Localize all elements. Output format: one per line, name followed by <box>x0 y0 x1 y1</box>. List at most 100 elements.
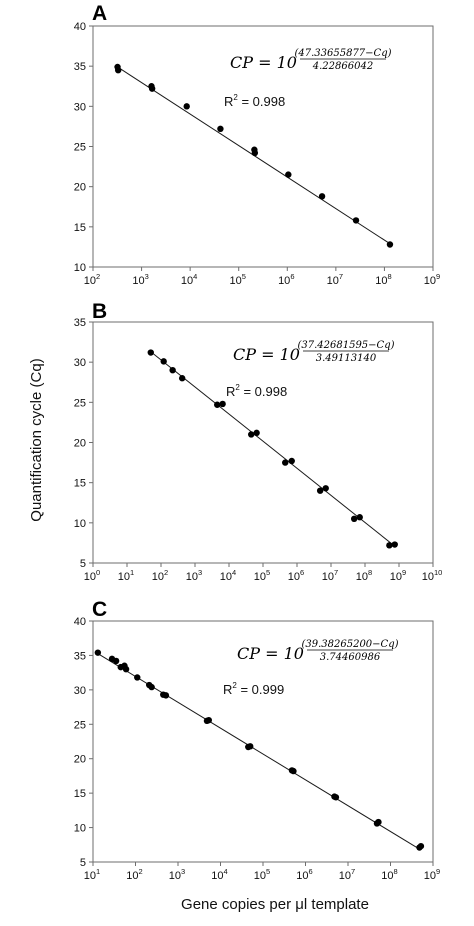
data-point <box>112 657 120 665</box>
data-point <box>290 767 297 775</box>
x-tick-label: 105 <box>254 867 270 882</box>
x-tick-label: 104 <box>220 568 236 583</box>
data-point <box>247 743 254 750</box>
data-point <box>183 103 190 110</box>
r-squared-label: R2 = 0.998 <box>226 383 287 399</box>
r-squared-label: R2 = 0.999 <box>223 681 284 697</box>
x-tick-label: 100 <box>84 568 100 583</box>
y-tick-label: 35 <box>74 650 86 662</box>
panel-letter-c: C <box>92 598 107 621</box>
equation-lhs: CP = 10 <box>230 53 297 72</box>
x-tick-label: 103 <box>186 568 202 583</box>
x-tick-label: 106 <box>288 568 304 583</box>
equation-numerator: (37.42681595−Cq) <box>297 340 394 351</box>
data-point <box>417 842 425 850</box>
data-point <box>160 358 167 365</box>
equation-denominator: 3.74460986 <box>320 652 381 663</box>
y-tick-label: 30 <box>74 101 86 113</box>
x-tick-label: 109 <box>390 568 406 583</box>
x-tick-label: 108 <box>356 568 372 583</box>
x-tick-label: 101 <box>84 867 100 882</box>
equation-numerator: (47.33655877−Cq) <box>294 48 391 59</box>
equation-denominator: 4.22866042 <box>312 61 373 72</box>
panel-c: C 5 10 15 20 25 30 35 40 101 102 103 104 105 106 107 108… <box>74 598 440 882</box>
data-point <box>134 674 141 681</box>
data-point <box>318 193 326 200</box>
data-point <box>219 400 226 408</box>
panel-a: A 10 15 20 25 30 35 40 102 103 104 105 106 107 108 109 C… <box>74 2 440 287</box>
data-point <box>214 401 221 408</box>
y-tick-label: 40 <box>74 21 86 33</box>
x-tick-label: 105 <box>230 272 246 287</box>
data-point <box>386 241 394 248</box>
y-tick-label: 15 <box>74 222 86 234</box>
x-tick-label: 108 <box>381 867 397 882</box>
data-point <box>253 429 260 437</box>
y-tick-label: 10 <box>74 823 86 835</box>
y-tick-label: 25 <box>74 397 86 409</box>
data-point <box>391 541 398 548</box>
data-point <box>205 716 212 724</box>
equation: CP = 10(47.33655877−Cq) 4.22866042 <box>230 48 392 72</box>
y-tick-label: 30 <box>74 685 86 697</box>
data-point <box>147 349 154 356</box>
y-tick-label: 35 <box>74 61 86 73</box>
x-tick-label: 102 <box>126 867 142 882</box>
x-tick-label: 101 <box>118 568 134 583</box>
panel-letter-b: B <box>92 300 107 323</box>
x-tick-label: 106 <box>296 867 312 882</box>
fit-line <box>150 351 397 548</box>
equation: CP = 10(37.42681595−Cq) 3.49113140 <box>233 340 395 364</box>
x-tick-label: 103 <box>169 867 185 882</box>
x-tick-label: 106 <box>278 272 294 287</box>
equation: CP = 10(39.38265200−Cq) 3.74460986 <box>237 639 399 663</box>
data-point <box>288 457 295 465</box>
data-point <box>322 485 329 492</box>
equation-denominator: 3.49113140 <box>316 353 377 364</box>
y-tick-label: 5 <box>80 558 86 570</box>
data-point <box>114 66 122 74</box>
y-tick-label: 20 <box>74 754 86 766</box>
data-point <box>162 692 170 699</box>
data-point <box>316 487 324 494</box>
data-point <box>169 367 176 374</box>
y-tick-label: 15 <box>74 788 86 800</box>
y-tick-label: 10 <box>74 518 86 530</box>
y-tick-label: 15 <box>74 478 86 490</box>
data-point <box>94 649 102 656</box>
x-tick-label: 102 <box>84 272 100 287</box>
y-tick-label: 20 <box>74 182 86 194</box>
x-tick-label: 109 <box>424 272 440 287</box>
data-point <box>148 85 156 92</box>
data-point <box>251 149 259 157</box>
y-tick-label: 35 <box>74 317 86 329</box>
equation-numerator: (39.38265200−Cq) <box>301 639 398 650</box>
data-point <box>356 514 363 521</box>
data-point <box>285 171 292 178</box>
data-point <box>375 818 382 826</box>
panel-b: B 5 10 15 20 25 30 35 100 101 102 103 104 105 106 107 10… <box>74 300 443 583</box>
x-tick-label: 103 <box>132 272 148 287</box>
y-tick-label: 10 <box>74 262 86 274</box>
r-squared-label: R2 = 0.998 <box>224 93 285 109</box>
y-tick-label: 25 <box>74 142 86 154</box>
data-point <box>248 431 255 438</box>
y-tick-label: 30 <box>74 357 86 369</box>
x-axis-title: Gene copies per μl template <box>181 896 369 913</box>
y-tick-label: 40 <box>74 616 86 628</box>
x-tick-label: 107 <box>339 867 355 882</box>
x-tick-label: 104 <box>211 867 227 882</box>
panel-letter-a: A <box>92 2 107 25</box>
x-tick-label: 104 <box>181 272 197 287</box>
data-point <box>282 459 289 466</box>
equation-lhs: CP = 10 <box>233 345 300 364</box>
data-point <box>352 217 360 224</box>
x-tick-label: 108 <box>375 272 391 287</box>
y-tick-label: 20 <box>74 438 86 450</box>
x-tick-label: 102 <box>152 568 168 583</box>
equation-lhs: CP = 10 <box>237 644 304 663</box>
data-point <box>386 542 393 549</box>
y-tick-label: 5 <box>80 857 86 869</box>
y-axis-title: Quantification cycle (Cq) <box>28 358 45 521</box>
